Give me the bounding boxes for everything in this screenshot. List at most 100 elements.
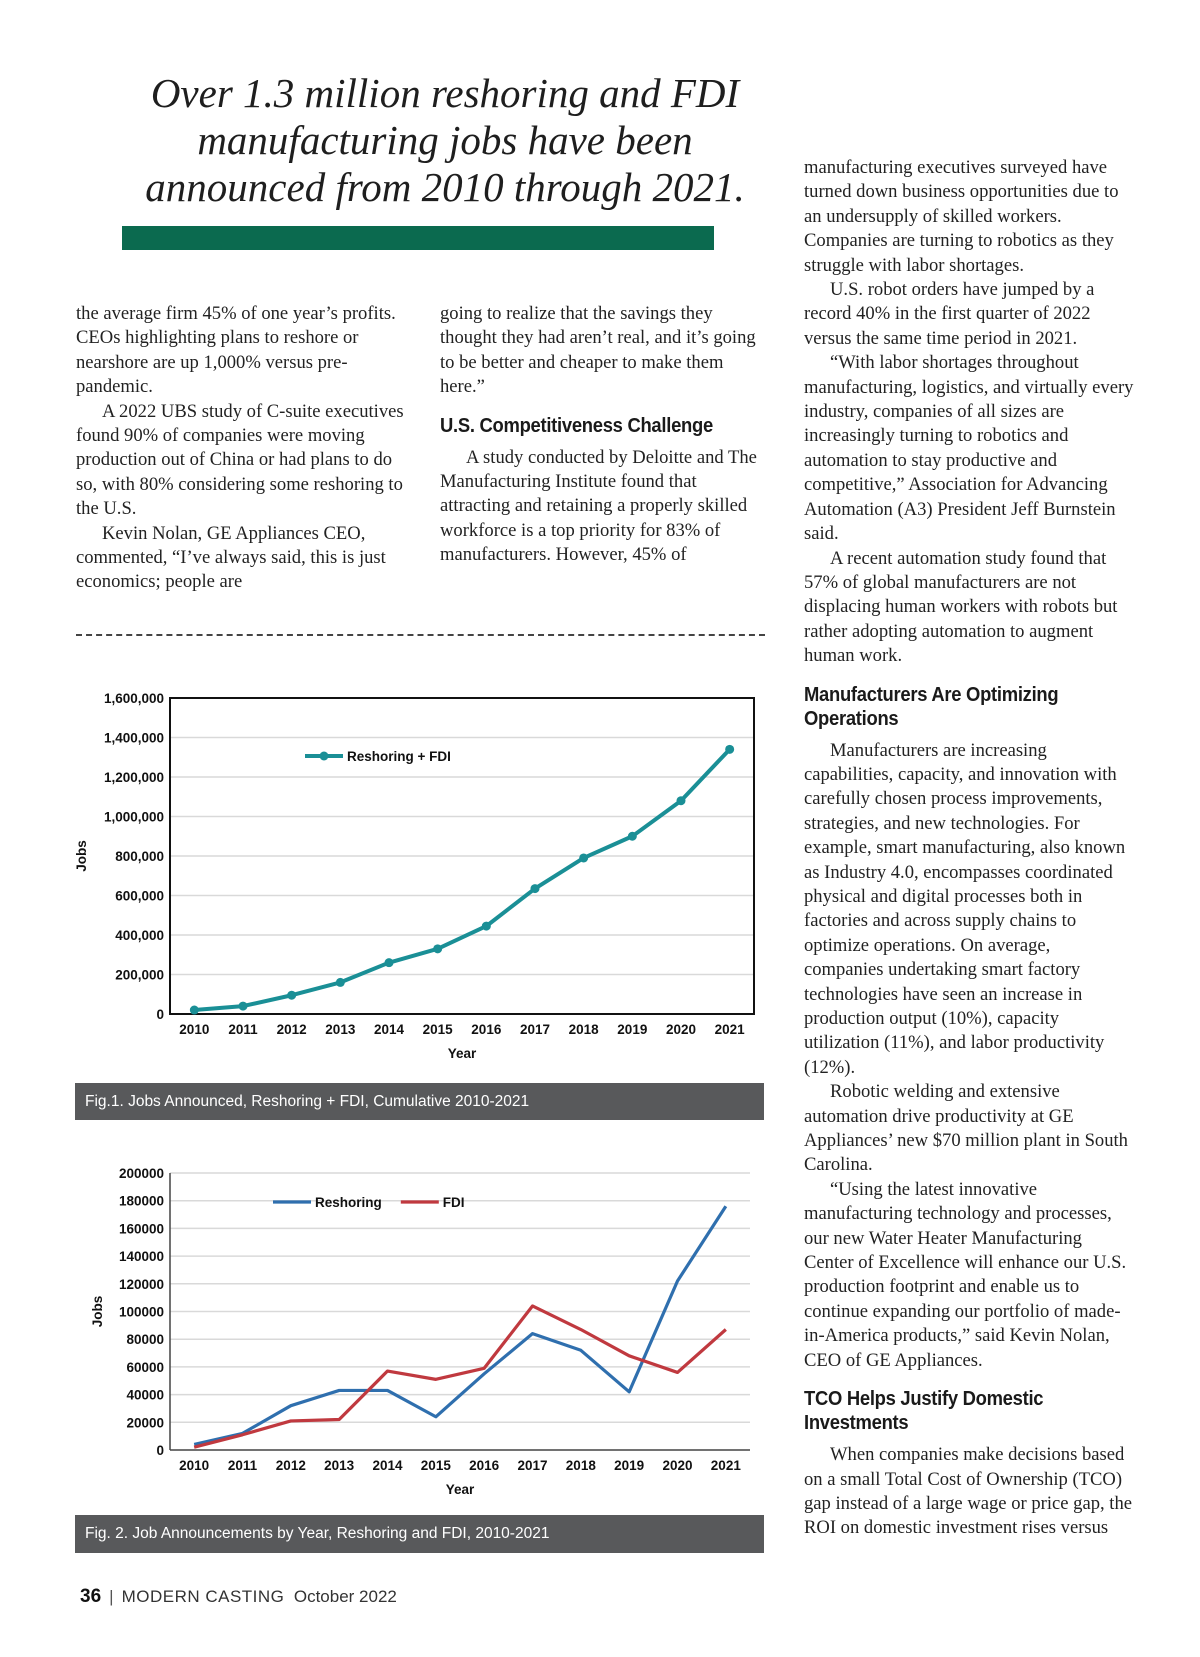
- headline-line: manufacturing jobs have been: [197, 117, 693, 163]
- plot-frame: [169, 697, 755, 1015]
- paragraph: U.S. robot orders have jumped by a recor…: [804, 279, 1095, 349]
- paragraph: Kevin Nolan, GE Appliances CEO, commente…: [76, 522, 386, 593]
- x-tick-label: 2021: [711, 1458, 742, 1473]
- y-tick-label: 160000: [119, 1221, 164, 1236]
- data-point: [530, 884, 540, 894]
- x-tick-label: 2017: [520, 1022, 550, 1037]
- x-tick-label: 2010: [179, 1022, 209, 1037]
- y-tick-label: 600,000: [115, 889, 164, 904]
- x-tick-label: 2019: [617, 1022, 647, 1037]
- y-tick-label: 1,600,000: [104, 691, 164, 706]
- y-tick-label: 1,400,000: [104, 731, 164, 746]
- x-tick-label: 2019: [614, 1458, 644, 1473]
- section-heading: U.S. Competitiveness Challenge: [440, 414, 713, 437]
- y-tick-label: 80000: [126, 1332, 164, 1347]
- x-tick-label: 2013: [324, 1458, 355, 1473]
- paragraph: going to realize that the savings they t…: [440, 303, 756, 398]
- section-heading: TCO Helps Justify Domestic Investments: [804, 1388, 1044, 1435]
- paragraph: “With labor shortages throughout manufac…: [804, 352, 1134, 545]
- x-tick-label: 2012: [277, 1022, 307, 1037]
- y-tick-label: 100000: [119, 1305, 164, 1320]
- series-line-reshoring-fdi: [194, 747, 732, 1013]
- x-tick-label: 2020: [666, 1022, 696, 1037]
- y-tick-label: 0: [156, 1443, 164, 1458]
- data-point: [725, 744, 735, 754]
- x-tick-label: 2015: [423, 1022, 454, 1037]
- x-axis-title: Year: [446, 1482, 475, 1497]
- page-footer: 36 | MODERN CASTING October 2022: [80, 1586, 397, 1608]
- paragraph: When companies make decisions based on a…: [804, 1444, 1133, 1539]
- x-tick-label: 2016: [471, 1022, 502, 1037]
- y-axis-title: Jobs: [90, 1296, 105, 1328]
- data-point: [676, 796, 686, 806]
- x-tick-label: 2015: [421, 1458, 452, 1473]
- legend-label: FDI: [443, 1195, 465, 1210]
- dashed-divider: [76, 634, 765, 636]
- x-tick-label: 2018: [566, 1458, 597, 1473]
- x-tick-label: 2011: [228, 1458, 258, 1473]
- x-tick-label: 2012: [276, 1458, 306, 1473]
- x-tick-label: 2018: [569, 1022, 600, 1037]
- y-tick-label: 0: [156, 1007, 164, 1022]
- y-tick-label: 60000: [126, 1360, 164, 1375]
- footer-separator: |: [109, 1587, 114, 1606]
- x-tick-label: 2014: [374, 1022, 405, 1037]
- x-tick-label: 2020: [662, 1458, 692, 1473]
- y-tick-label: 1,000,000: [104, 810, 164, 825]
- paragraph: “Using the latest innovative manufacturi…: [804, 1178, 1127, 1371]
- magazine-name: MODERN CASTING: [121, 1587, 285, 1606]
- y-tick-label: 40000: [126, 1388, 164, 1403]
- x-tick-label: 2021: [715, 1022, 746, 1037]
- data-point: [579, 853, 589, 863]
- x-axis-title: Year: [448, 1046, 477, 1061]
- headline-line: Over 1.3 million reshoring and FDI: [150, 70, 740, 116]
- series-line-reshoring: [193, 1205, 728, 1447]
- y-tick-label: 200000: [119, 1166, 164, 1181]
- article-column-3: manufacturing executives surveyed have t…: [804, 156, 1134, 1541]
- y-tick-label: 120000: [119, 1277, 164, 1292]
- paragraph: Robotic welding and extensive automation…: [804, 1081, 1128, 1176]
- paragraph: manufacturing executives surveyed have t…: [804, 157, 1119, 276]
- article-column-2: going to realize that the savings they t…: [440, 302, 770, 568]
- data-point: [384, 958, 394, 968]
- paragraph: A study conducted by Deloitte and The Ma…: [440, 446, 757, 566]
- data-point: [287, 990, 297, 1000]
- y-tick-label: 200,000: [115, 968, 164, 983]
- page-number: 36: [80, 1586, 102, 1607]
- figure-2-caption: Fig. 2. Job Announcements by Year, Resho…: [75, 1515, 764, 1553]
- pull-quote-headline: Over 1.3 million reshoring and FDI manuf…: [100, 70, 790, 211]
- green-divider-bar: [122, 226, 714, 250]
- paragraph: the average firm 45% of one year’s profi…: [76, 303, 396, 398]
- series-line-fdi: [193, 1304, 727, 1449]
- y-tick-label: 800,000: [115, 849, 164, 864]
- legend-marker: [319, 751, 329, 761]
- data-point: [189, 1005, 199, 1015]
- y-tick-label: 20000: [126, 1415, 164, 1430]
- issue-date: October 2022: [293, 1587, 397, 1606]
- data-point: [433, 944, 443, 954]
- cumulative-jobs-chart: 0 200,000 400,000 600,000 800,000 1,000,000 1,…: [74, 691, 755, 1061]
- y-tick-label: 1,200,000: [104, 770, 164, 785]
- paragraph: Manufacturers are increasing capabilitie…: [804, 739, 1126, 1078]
- x-tick-label: 2017: [517, 1458, 547, 1473]
- headline-line: announced from 2010 through 2021.: [145, 164, 745, 210]
- paragraph: A 2022 UBS study of C-suite executives f…: [76, 400, 404, 520]
- legend-label: Reshoring: [315, 1195, 382, 1210]
- y-tick-label: 180000: [119, 1194, 164, 1209]
- paragraph: A recent automation study found that 57%…: [804, 547, 1118, 667]
- x-tick-label: 2016: [469, 1458, 500, 1473]
- article-column-1: the average firm 45% of one year’s profi…: [76, 302, 406, 595]
- data-point: [627, 831, 637, 841]
- annual-jobs-chart: 0 20000 40000 60000 80000 100000 120000 140000 1…: [90, 1166, 750, 1497]
- legend-label: Reshoring + FDI: [347, 749, 451, 764]
- y-axis-title: Jobs: [74, 840, 89, 872]
- figure-1-caption: Fig.1. Jobs Announced, Reshoring + FDI, …: [75, 1083, 764, 1120]
- x-tick-label: 2011: [228, 1022, 258, 1037]
- y-tick-label: 400,000: [115, 928, 164, 943]
- x-tick-label: 2013: [325, 1022, 356, 1037]
- data-point: [335, 977, 345, 987]
- y-tick-label: 140000: [119, 1249, 164, 1264]
- data-point: [238, 1001, 248, 1011]
- x-tick-label: 2014: [372, 1458, 403, 1473]
- x-tick-label: 2010: [179, 1458, 209, 1473]
